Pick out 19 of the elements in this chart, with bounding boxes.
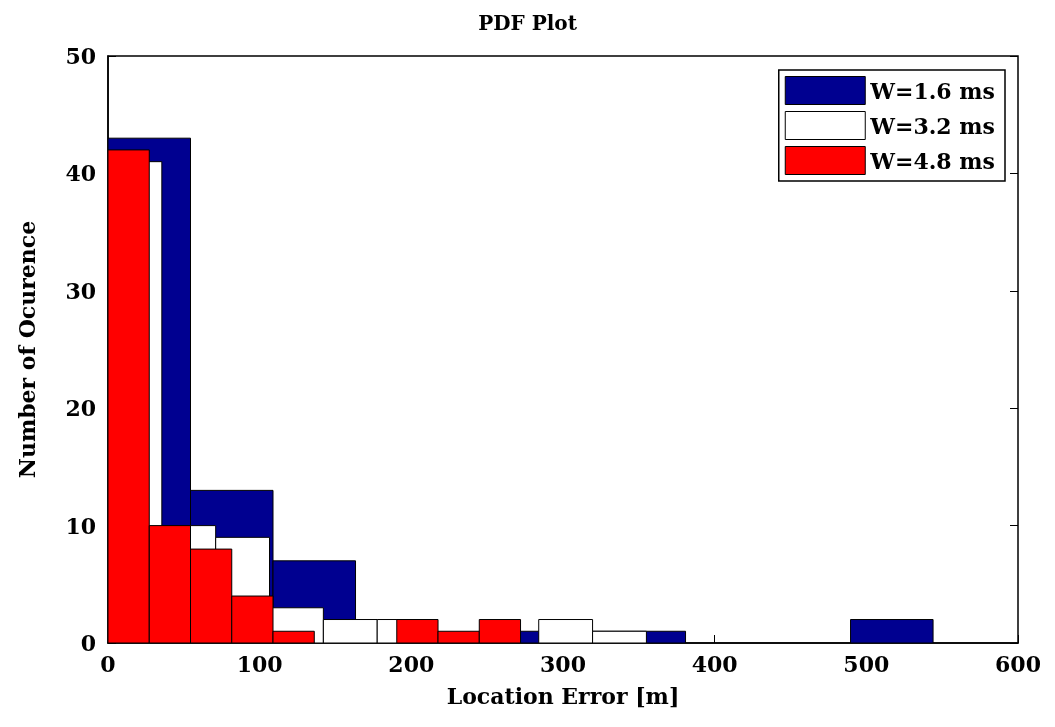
x-tick-label: 600 [995, 651, 1041, 677]
x-tick-label: 0 [100, 651, 116, 677]
y-tick-label: 10 [65, 512, 96, 539]
x-tick-label: 400 [691, 651, 738, 677]
y-tick-label: 20 [65, 395, 96, 422]
legend-label: W=4.8 ms [869, 147, 996, 174]
y-axis-title: Number of Ocurence [14, 220, 40, 479]
y-tick-label: 40 [65, 160, 96, 187]
y-tick-label: 30 [65, 277, 96, 304]
chart-title: PDF Plot [478, 11, 578, 35]
x-axis-title: Location Error [m] [446, 683, 680, 709]
x-tick-label: 100 [236, 651, 283, 677]
x-tick-label: 200 [388, 651, 435, 677]
legend-label: W=1.6 ms [869, 77, 996, 104]
y-tick-label: 50 [65, 43, 96, 69]
x-tick-label: 500 [843, 651, 890, 677]
x-tick-label: 300 [540, 651, 586, 677]
legend-label: W=3.2 ms [869, 112, 996, 139]
y-tick-label: 0 [80, 630, 96, 656]
